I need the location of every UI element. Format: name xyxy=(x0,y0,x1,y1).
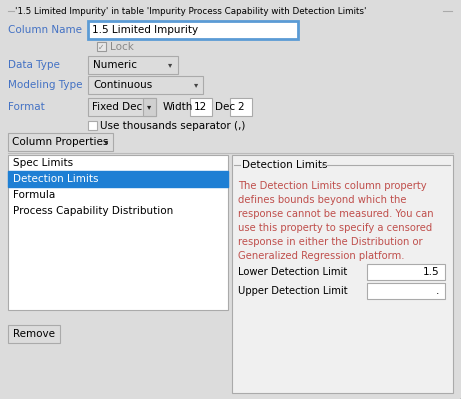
Text: '1.5 Limited Impurity' in table 'Impurity Process Capability with Detection Limi: '1.5 Limited Impurity' in table 'Impurit… xyxy=(15,6,366,16)
FancyBboxPatch shape xyxy=(88,98,156,116)
Text: ✓: ✓ xyxy=(98,43,105,51)
Text: Column Properties: Column Properties xyxy=(12,137,108,147)
Text: .: . xyxy=(436,286,439,296)
Text: Data Type: Data Type xyxy=(8,60,60,70)
FancyBboxPatch shape xyxy=(8,133,113,151)
Text: Remove: Remove xyxy=(13,329,55,339)
Text: 12: 12 xyxy=(193,102,207,112)
FancyBboxPatch shape xyxy=(230,98,252,116)
Text: The Detection Limits column property: The Detection Limits column property xyxy=(238,181,426,191)
FancyBboxPatch shape xyxy=(143,98,156,116)
Text: Dec: Dec xyxy=(215,102,235,112)
Text: use this property to specify a censored: use this property to specify a censored xyxy=(238,223,432,233)
Text: response cannot be measured. You can: response cannot be measured. You can xyxy=(238,209,434,219)
FancyBboxPatch shape xyxy=(88,21,298,39)
Text: ▾: ▾ xyxy=(194,81,198,89)
Text: 1.5 Limited Impurity: 1.5 Limited Impurity xyxy=(92,25,198,35)
Text: Upper Detection Limit: Upper Detection Limit xyxy=(238,286,348,296)
Text: Generalized Regression platform.: Generalized Regression platform. xyxy=(238,251,404,261)
Text: 1.5: 1.5 xyxy=(422,267,439,277)
Text: Detection Limits: Detection Limits xyxy=(13,174,99,184)
FancyBboxPatch shape xyxy=(367,283,445,299)
FancyBboxPatch shape xyxy=(97,42,106,51)
Text: Numeric: Numeric xyxy=(93,60,137,70)
Text: ▾: ▾ xyxy=(104,138,108,146)
Text: Process Capability Distribution: Process Capability Distribution xyxy=(13,206,173,216)
FancyBboxPatch shape xyxy=(367,264,445,280)
Text: Formula: Formula xyxy=(13,190,55,200)
FancyBboxPatch shape xyxy=(8,155,228,310)
Text: Width: Width xyxy=(163,102,193,112)
Text: response in either the Distribution or: response in either the Distribution or xyxy=(238,237,423,247)
FancyBboxPatch shape xyxy=(88,56,178,74)
FancyBboxPatch shape xyxy=(190,98,212,116)
Text: ▾: ▾ xyxy=(148,103,152,111)
FancyBboxPatch shape xyxy=(88,76,203,94)
Text: Modeling Type: Modeling Type xyxy=(8,80,83,90)
Bar xyxy=(8,171,228,187)
Text: 2: 2 xyxy=(238,102,244,112)
FancyBboxPatch shape xyxy=(8,325,60,343)
Text: Spec Limits: Spec Limits xyxy=(13,158,73,168)
Text: defines bounds beyond which the: defines bounds beyond which the xyxy=(238,195,407,205)
FancyBboxPatch shape xyxy=(232,155,453,393)
Text: Lock: Lock xyxy=(110,42,134,52)
Text: Fixed Dec: Fixed Dec xyxy=(92,102,142,112)
Text: Lower Detection Limit: Lower Detection Limit xyxy=(238,267,347,277)
Text: Format: Format xyxy=(8,102,45,112)
FancyBboxPatch shape xyxy=(88,121,97,130)
Text: Detection Limits: Detection Limits xyxy=(242,160,327,170)
Text: ▾: ▾ xyxy=(168,61,172,69)
Text: Column Name: Column Name xyxy=(8,25,82,35)
Text: Continuous: Continuous xyxy=(93,80,152,90)
Text: Use thousands separator (,): Use thousands separator (,) xyxy=(100,121,245,131)
